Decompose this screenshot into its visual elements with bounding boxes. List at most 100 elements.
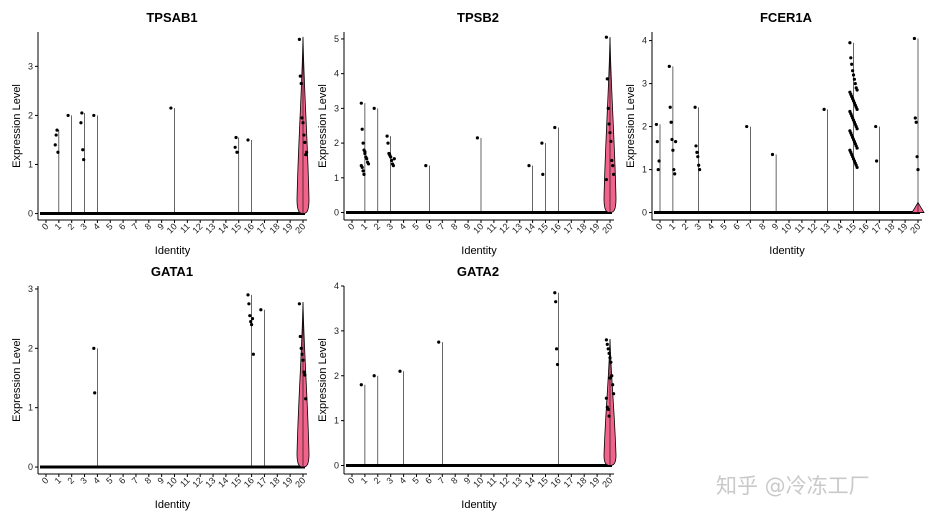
data-point (604, 338, 609, 342)
data-point (851, 73, 856, 77)
data-point (670, 137, 674, 142)
data-point (366, 162, 371, 166)
data-point (92, 346, 96, 350)
data-point (301, 358, 305, 362)
data-point (81, 148, 85, 152)
data-point (372, 374, 376, 378)
data-point (361, 141, 365, 145)
data-point (855, 146, 859, 150)
x-tick-label: 7 (130, 475, 141, 486)
x-tick-label: 5 (410, 221, 421, 232)
data-point (855, 107, 859, 111)
x-axis-label: Identity (155, 499, 191, 511)
data-point (553, 125, 557, 130)
data-point (611, 383, 615, 387)
data-point (540, 141, 544, 145)
data-point (656, 167, 660, 172)
data-point (259, 308, 263, 312)
data-point (475, 136, 479, 140)
data-point (609, 360, 613, 364)
x-tick-label: 10 (471, 221, 485, 235)
data-point (249, 320, 253, 324)
y-axis-label: Expression Level (317, 84, 329, 168)
data-point (852, 77, 857, 81)
x-tick-label: 9 (462, 475, 473, 486)
x-tick-label: 9 (770, 221, 781, 232)
y-tick-label: 5 (334, 34, 339, 44)
x-tick-label: 8 (449, 475, 460, 486)
data-point (385, 134, 389, 138)
y-tick-label: 2 (334, 371, 339, 381)
data-point (855, 127, 859, 131)
data-point (390, 158, 394, 163)
data-point (298, 334, 302, 339)
data-point (697, 163, 701, 167)
x-tick-label: 1 (359, 221, 370, 232)
data-point (607, 122, 611, 126)
data-point (672, 167, 676, 172)
y-tick-label: 0 (642, 208, 647, 218)
x-tick-label: 4 (91, 221, 102, 232)
data-point (850, 62, 854, 66)
data-point (398, 369, 402, 373)
data-point (299, 346, 303, 350)
data-point (693, 105, 697, 109)
data-point (56, 150, 60, 154)
data-point (668, 105, 672, 109)
y-tick-label: 1 (334, 416, 339, 426)
x-tick-label: 2 (65, 221, 76, 232)
data-point (607, 351, 611, 355)
data-point (655, 140, 659, 144)
data-point (304, 397, 308, 401)
y-axis-label: Expression Level (625, 84, 637, 168)
data-point (916, 167, 920, 172)
data-point (235, 150, 239, 154)
data-point (667, 64, 671, 68)
data-point (555, 347, 559, 351)
x-tick-label: 2 (680, 221, 691, 232)
watermark-text: 知乎 @冷冻工厂 (716, 474, 870, 498)
data-point (606, 347, 610, 351)
x-axis-label: Identity (769, 245, 805, 257)
data-point (694, 144, 698, 148)
data-point (605, 77, 609, 81)
data-point (554, 300, 558, 304)
data-point (822, 107, 826, 111)
data-point (247, 302, 251, 306)
data-point (303, 140, 307, 144)
data-point (696, 155, 700, 159)
data-point (915, 155, 919, 159)
data-point (301, 121, 305, 125)
data-point (246, 138, 250, 142)
data-point (251, 352, 255, 356)
data-point (611, 164, 615, 168)
data-point (93, 391, 97, 395)
data-point (541, 172, 545, 176)
data-point (360, 165, 364, 169)
data-point (365, 157, 369, 161)
data-point (250, 317, 255, 321)
chart-title: TPSB2 (457, 10, 499, 25)
y-tick-label: 2 (642, 122, 647, 132)
y-tick-label: 3 (334, 103, 339, 113)
x-tick-label: 6 (117, 475, 128, 486)
data-point (300, 116, 304, 120)
chart-title: TPSAB1 (146, 10, 197, 25)
y-tick-label: 3 (28, 61, 33, 71)
data-point (297, 37, 301, 41)
x-tick-label: 3 (692, 221, 703, 232)
y-axis-label: Expression Level (11, 84, 23, 168)
x-tick-label: 0 (40, 475, 51, 486)
x-axis-label: Identity (155, 245, 191, 257)
x-tick-label: 8 (143, 475, 154, 486)
data-point (424, 164, 428, 168)
y-tick-label: 0 (28, 462, 33, 472)
x-tick-label: 4 (397, 475, 408, 486)
y-tick-label: 2 (28, 110, 33, 120)
x-tick-label: 3 (78, 475, 89, 486)
y-tick-label: 3 (28, 284, 33, 294)
